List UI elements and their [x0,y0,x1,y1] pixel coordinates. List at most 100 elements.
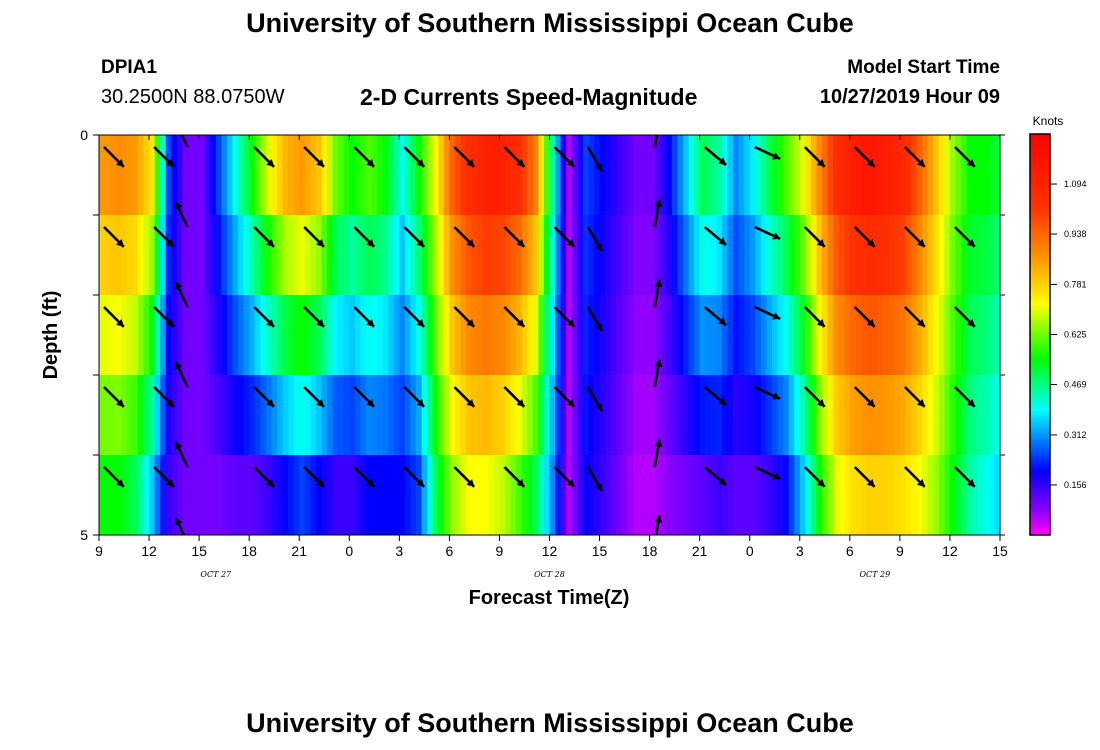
heatmap-cell [933,375,940,456]
heatmap-cell [115,215,122,296]
heatmap-cell [354,295,361,376]
heatmap-cell [833,135,840,216]
heatmap-cell [632,135,640,216]
heatmap-cell [883,135,890,216]
heatmap-cell [221,295,228,376]
heatmap-cell [543,295,551,376]
heatmap-cell [666,455,673,535]
heatmap-cell [872,135,879,216]
heatmap-cell [365,375,373,456]
heatmap-cell [660,295,667,376]
heatmap-cell [265,455,273,535]
heatmap-cell [616,375,623,456]
heatmap-cell [427,215,434,296]
current-vector-head [166,399,174,407]
heatmap-cell [866,375,873,456]
heatmap-cell [543,135,551,216]
heatmap-cell [688,375,695,456]
heatmap-cell [883,455,890,535]
heatmap-cell [382,295,389,376]
heatmap-cell [822,375,829,456]
heatmap-cell [994,375,1000,456]
heatmap-cell [182,135,189,216]
current-vector [705,543,726,561]
heatmap-cell [154,215,161,296]
heatmap-cell [404,215,412,296]
heatmap-cell [638,455,645,535]
heatmap-cell [360,215,367,296]
heatmap-cell [332,455,339,535]
heatmap-cell [532,375,539,456]
heatmap-cell [454,455,462,535]
heatmap-cell [354,455,361,535]
heatmap-cell [443,375,450,456]
heatmap-cell [588,295,595,376]
current-vector-head [266,159,274,167]
current-vector-head [516,399,525,407]
current-vector-head [116,319,124,327]
heatmap-cell [505,215,512,296]
heatmap-cell [527,215,534,296]
heatmap-cell [521,135,528,216]
heatmap-cell [605,135,612,216]
heatmap-cell [338,215,345,296]
heatmap-cell [983,455,990,535]
heatmap-cell [388,375,395,456]
heatmap-cell [738,135,745,216]
heatmap-cell [471,135,478,216]
heatmap-cell [949,135,957,216]
heatmap-cell [833,455,840,535]
heatmap-cell [182,455,189,535]
heatmap-cell [510,375,517,456]
heatmap-cell [894,135,901,216]
heatmap-cell [221,375,228,456]
current-vector-head [816,239,825,247]
heatmap-cell [794,215,801,296]
heatmap-cell [933,215,940,296]
heatmap-cell [599,295,606,376]
current-vector-head [466,479,475,487]
heatmap-cell [393,455,400,535]
current-vector-head [594,323,602,332]
heatmap-cell [243,375,250,456]
heatmap-cell [666,135,673,216]
heatmap-cell [443,215,450,296]
heatmap-cell [149,375,156,456]
heatmap-cell [555,455,562,535]
heatmap-cell [388,295,395,376]
heatmap-cell [276,135,284,216]
heatmap-cell [332,215,339,296]
heatmap-cell [493,135,501,216]
heatmap-cell [160,455,167,535]
heatmap-cell [560,375,567,456]
heatmap-cell [171,455,178,535]
heatmap-cell [838,135,845,216]
current-vector-head [316,159,324,167]
heatmap-cell [705,455,712,535]
heatmap-cell [365,455,373,535]
heatmap-cell [899,135,907,216]
heatmap-cell [499,455,506,535]
heatmap-cell [438,295,445,376]
current-vector-head [316,319,324,327]
heatmap-cell [460,295,467,376]
current-vector-head [466,555,474,563]
current-vector-head [116,479,124,487]
heatmap-cell [488,295,495,376]
heatmap-cell [260,135,267,216]
current-vector-head [967,319,975,327]
heatmap-cell [888,215,895,296]
heatmap-cell [243,135,250,216]
heatmap-cell [738,375,745,456]
heatmap-cell [621,375,628,456]
x-tick-label: 9 [95,543,103,559]
heatmap-cell [521,455,528,535]
x-tick-label: 21 [291,543,307,559]
heatmap-cell [204,135,211,216]
current-vector-head [116,555,124,563]
current-vector-head [772,232,781,240]
heatmap-cell [660,135,667,216]
heatmap-cell [126,455,133,535]
current-vector-head [466,239,475,247]
heatmap-cell [816,135,823,216]
